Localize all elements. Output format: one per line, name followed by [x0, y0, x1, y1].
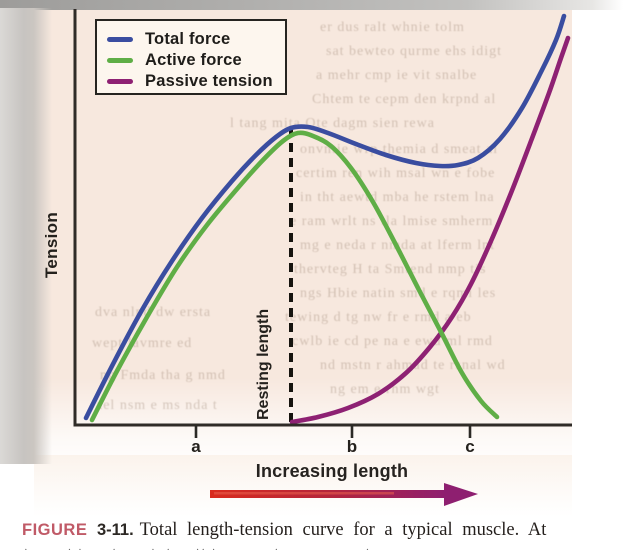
bleedthrough-text: er dus ralt whnie tolm — [320, 20, 465, 35]
legend-item-total-force: Total force — [107, 29, 285, 50]
bleedthrough-text: l tang mita Ote dagm sien rewa — [230, 116, 435, 131]
bleedthrough-text: dva nlnd dw ersta — [95, 305, 212, 320]
total-force-swatch-icon — [107, 37, 133, 42]
bleedthrough-text: in tht aewtd mba he rstem lna — [300, 190, 495, 205]
legend-label: Total force — [145, 30, 231, 48]
bleedthrough-text: a mehr cmp ie vit snalbe — [316, 68, 478, 83]
resting-length-label: Resting length — [255, 308, 272, 420]
figure-caption-cutoff-line: · · · · · · ·· · · · — [24, 544, 372, 551]
bleedthrough-text: ng Fmda tha g nmd — [100, 368, 226, 383]
bleedthrough-text: sat bewteo qurme ehs idigt — [326, 44, 503, 59]
axes-lines — [73, 9, 572, 427]
passive-tension-swatch-icon — [107, 79, 133, 84]
bleedthrough-text: ael nsm e ms nda t — [96, 398, 218, 413]
passive-tension-curve — [289, 35, 571, 425]
bleedthrough-text: tewing d tg nw fr e rmd a eb — [285, 310, 472, 325]
active-force-swatch-icon — [107, 58, 133, 63]
x-tick-label-a: a — [191, 437, 201, 456]
x-tick-label-b: b — [346, 437, 358, 456]
figure-caption-label: FIGURE — [22, 521, 88, 539]
legend-item-passive-tension: Passive tension — [107, 71, 285, 92]
x-tick-label-c: c — [465, 437, 475, 456]
legend-item-active-force: Active force — [107, 50, 285, 71]
arrow-highlight — [214, 492, 394, 495]
x-axis-arrow-label: Increasing length — [255, 461, 409, 481]
legend-label: Passive tension — [145, 72, 273, 90]
bleedthrough-text: Chtem te cepm den krpnd al — [312, 92, 497, 107]
bleedthrough-text: ngs Hbie natin smd e rqmi les — [300, 286, 497, 301]
bleedthrough-text: thervteg H ta Smtend nmp tis — [294, 262, 487, 277]
legend-label: Active force — [145, 51, 242, 69]
scan-edge-top — [0, 0, 623, 10]
figure-caption-text: Total length-tension curve for a typical… — [139, 520, 547, 540]
figure-caption-number: 3-11. — [96, 521, 134, 539]
increasing-length-arrowhead-icon — [444, 483, 478, 506]
y-axis-label: Tension — [42, 211, 61, 278]
bleedthrough-text: onvntie wrp themia d smeat al — [300, 142, 499, 157]
scan-edge-left — [0, 8, 52, 464]
total-force-curve — [83, 13, 567, 421]
bleedthrough-text: e ram wrlt ns tla lmise smherm — [290, 214, 494, 229]
bleedthrough-text: wept lavmre ed — [92, 336, 193, 351]
page-background-lower — [34, 455, 572, 517]
chart-legend: Total force Active force Passive tension — [95, 19, 287, 95]
active-force-curve — [89, 130, 500, 423]
bleedthrough-text: certim ren wih msal wn e fobe — [296, 166, 496, 181]
figure-caption: FIGURE 3-11. Total length-tension curve f… — [22, 520, 610, 541]
